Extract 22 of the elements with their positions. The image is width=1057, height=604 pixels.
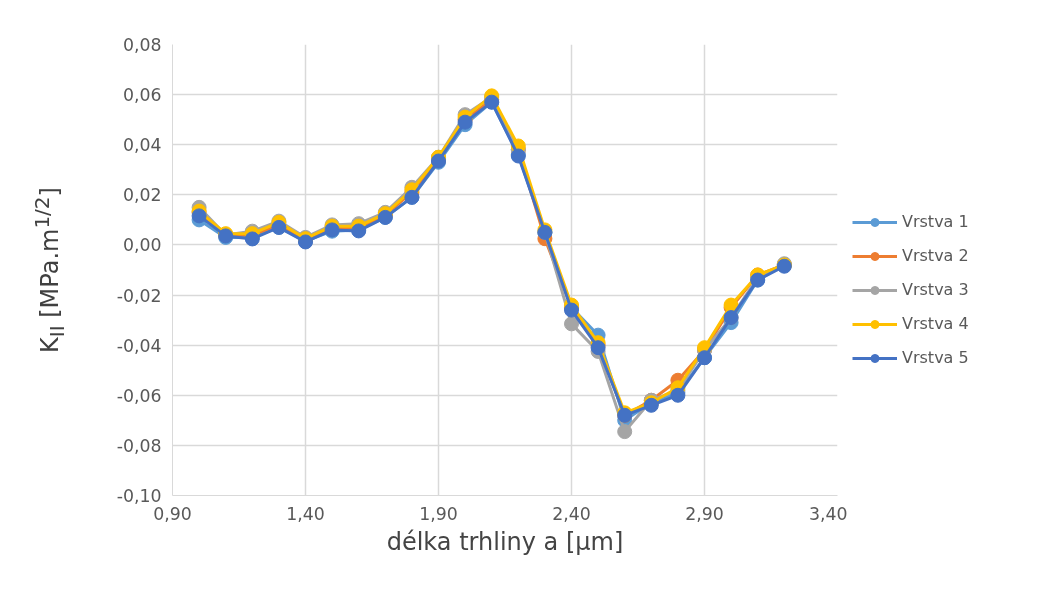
- y-tick-label: 0,08: [122, 35, 162, 55]
- x-tick-label: 3,40: [808, 503, 848, 524]
- legend-label: Vrstva 3: [902, 280, 970, 299]
- x-tick-label: 2,90: [685, 503, 724, 524]
- x-tick-label: 1,90: [419, 503, 458, 524]
- y-tick-label: 0,00: [122, 235, 162, 256]
- legend-label: Vrstva 5: [902, 348, 970, 367]
- legend-label: Vrstva 2: [902, 246, 970, 265]
- x-axis-title: délka trhliny a [µm]: [386, 527, 624, 556]
- y-tick-label: -0,02: [116, 285, 162, 306]
- y-tick-label: -0,04: [116, 335, 162, 356]
- y-tick-label: -0,10: [116, 486, 162, 506]
- legend-label: Vrstva 1: [902, 212, 970, 231]
- y-tick-label: 0,04: [122, 135, 162, 156]
- x-tick-label: 1,40: [286, 503, 325, 524]
- x-tick-label: 0,90: [153, 503, 192, 524]
- legend-label: Vrstva 4: [902, 314, 970, 333]
- x-tick-label: 2,40: [552, 503, 591, 524]
- y-tick-label: 0,02: [122, 185, 162, 206]
- y-tick-label: 0,06: [122, 85, 162, 106]
- y-tick-label: -0,06: [116, 385, 162, 406]
- y-tick-label: -0,08: [116, 435, 162, 456]
